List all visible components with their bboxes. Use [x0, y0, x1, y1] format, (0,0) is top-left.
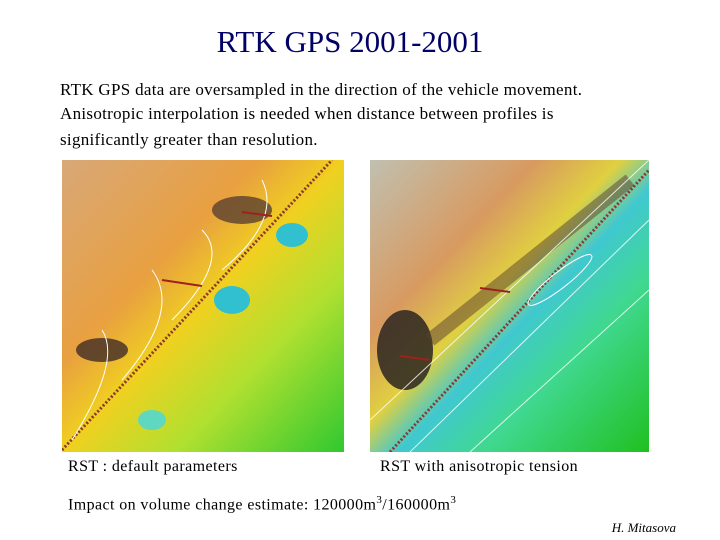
author: H. Mitasova [611, 520, 676, 535]
impact-text: Impact on volume change estimate: 120000… [68, 496, 377, 514]
figure-caption: RST : default parameters [68, 458, 238, 475]
body-line: significantly greater than resolution. [60, 130, 318, 149]
figure-caption: RST with anisotropic tension [380, 458, 579, 475]
body-line: Anisotropic interpolation is needed when… [60, 104, 554, 123]
superscript: 3 [376, 494, 383, 506]
impact-line: Impact on volume change estimate: 120000… [68, 494, 456, 514]
map-anisotropic [370, 160, 649, 452]
impact-text: /160000m [382, 496, 451, 514]
title: RTK GPS 2001-2001 [216, 24, 484, 59]
superscript: 3 [450, 494, 457, 506]
body-line: RTK GPS data are oversampled in the dire… [60, 80, 583, 99]
map-default [62, 160, 344, 452]
